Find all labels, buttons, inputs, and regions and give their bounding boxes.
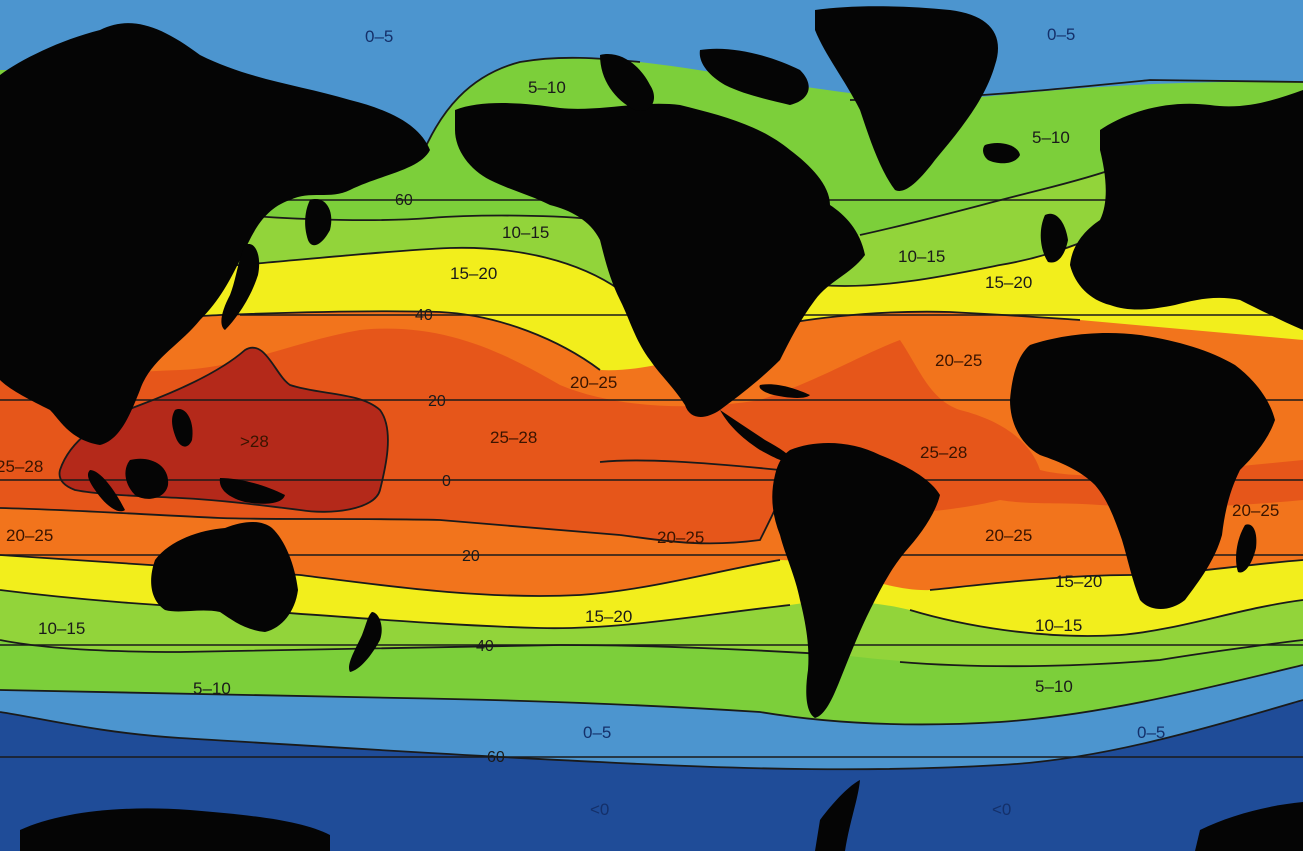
- land-iceland: [983, 143, 1020, 164]
- label-n-pac-5-10: 5–10: [528, 78, 566, 97]
- land-new-guinea: [219, 478, 285, 504]
- label-n-pac-20-25: 20–25: [570, 373, 617, 392]
- land-sumatra: [87, 470, 125, 512]
- land-kamchatka: [305, 199, 332, 246]
- lat-label-s60: 60: [487, 749, 505, 766]
- label-s-pac-lt0: <0: [590, 800, 609, 819]
- lat-label-s20: 20: [462, 548, 480, 565]
- landmasses: [0, 6, 1303, 851]
- land-madagascar: [1236, 524, 1257, 573]
- label-n-pac-15-20: 15–20: [450, 264, 497, 283]
- label-s-atl-10-15: 10–15: [1035, 616, 1082, 635]
- label-w-edge-25-28: 25–28: [0, 457, 43, 476]
- label-s-pac-0-5: 0–5: [583, 723, 611, 742]
- label-s-atl-0-5: 0–5: [1137, 723, 1165, 742]
- label-nw-0-5: 0–5: [365, 27, 393, 46]
- land-arctic-islands: [600, 54, 655, 111]
- land-australia: [151, 522, 298, 632]
- label-n-atl-5-10: 5–10: [1032, 128, 1070, 147]
- land-antarctica-west: [20, 808, 330, 851]
- land-philippines: [172, 409, 193, 447]
- land-borneo: [125, 458, 169, 499]
- land-central-america: [720, 410, 795, 463]
- land-baffin: [699, 48, 809, 105]
- label-s-pac-15-20: 15–20: [585, 607, 632, 626]
- land-antarctica-peninsula: [815, 780, 860, 851]
- lat-label-n20: 20: [428, 393, 446, 410]
- label-e-edge-20-25: 20–25: [1232, 501, 1279, 520]
- zone-labels: 0–5 0–5 5–10 5–10 10–15 10–15 15–20 15–2…: [0, 25, 1279, 819]
- label-atl-25-28: 25–28: [920, 443, 967, 462]
- land-africa: [1010, 333, 1275, 609]
- label-sw-20-25: 20–25: [6, 526, 53, 545]
- label-s-atl-5-10: 5–10: [1035, 677, 1073, 696]
- latitude-labels: 60 40 20 0 20 40 60: [395, 192, 505, 766]
- lat-label-n60: 60: [395, 192, 413, 209]
- label-n-atl-10-15: 10–15: [898, 247, 945, 266]
- land-south-america: [772, 443, 940, 718]
- label-n-pac-10-15: 10–15: [502, 223, 549, 242]
- label-ne-0-5: 0–5: [1047, 25, 1075, 44]
- land-new-zealand: [349, 612, 382, 672]
- label-s-atl-20-25: 20–25: [985, 526, 1032, 545]
- land-asia: [0, 23, 430, 446]
- land-antarctica-east: [1195, 802, 1303, 851]
- label-s-pac-20-25: 20–25: [657, 528, 704, 547]
- label-pac-25-28: 25–28: [490, 428, 537, 447]
- lat-label-n40: 40: [415, 307, 433, 324]
- land-cuba: [759, 384, 810, 398]
- land-britain: [1040, 213, 1068, 263]
- label-n-atl-15-20: 15–20: [985, 273, 1032, 292]
- label-n-atl-20-25: 20–25: [935, 351, 982, 370]
- lat-label-s40: 40: [476, 638, 494, 655]
- label-sw-10-15: 10–15: [38, 619, 85, 638]
- label-s-atl-15-20: 15–20: [1055, 572, 1102, 591]
- land-europe: [1070, 90, 1303, 330]
- land-greenland: [815, 6, 998, 191]
- label-w-pac-gt28: >28: [240, 432, 269, 451]
- land-north-america: [455, 103, 865, 417]
- lat-label-eq: 0: [442, 473, 451, 490]
- label-s-pac-5-10: 5–10: [193, 679, 231, 698]
- land-japan: [221, 244, 260, 330]
- label-s-atl-lt0: <0: [992, 800, 1011, 819]
